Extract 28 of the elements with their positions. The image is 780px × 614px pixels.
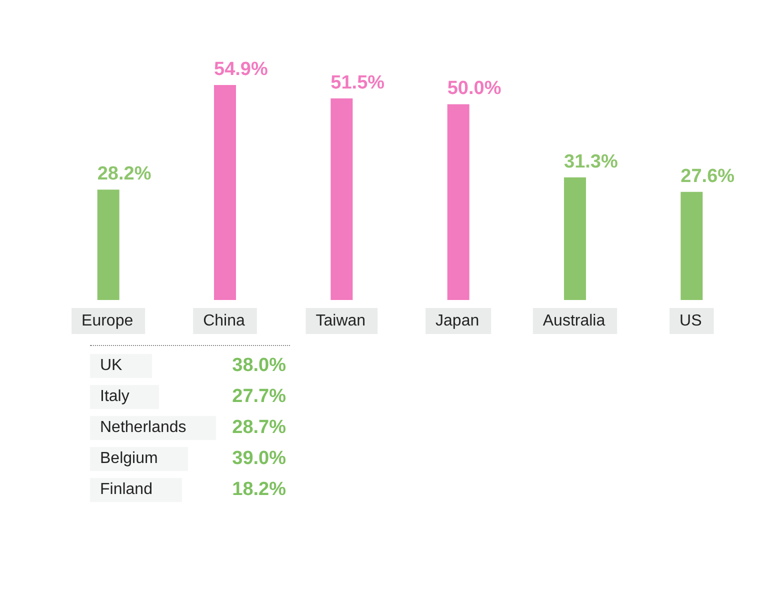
data-label: 28.7% (232, 416, 287, 438)
x-tick-label: Japan (436, 312, 480, 330)
data-label: 51.5% (330, 72, 385, 94)
data-label: 50.0% (447, 78, 502, 100)
data-label: 27.6% (680, 166, 735, 187)
data-label: 39.0% (232, 448, 287, 470)
data-label: 27.7% (232, 386, 287, 408)
category-label: UK (90, 354, 152, 378)
bar (447, 104, 470, 300)
bar (330, 98, 353, 300)
data-label: 38.0% (232, 354, 287, 376)
x-tick-label: Australia (542, 312, 606, 330)
data-label: 28.2% (97, 164, 152, 185)
x-tick-label: US (680, 312, 702, 330)
category-label: Netherlands (90, 416, 216, 440)
category-label: Italy (90, 384, 160, 408)
x-tick-label: Taiwan (316, 312, 366, 330)
x-tick-label: Europe (82, 312, 134, 330)
data-label: 54.9% (214, 59, 268, 80)
bar (680, 192, 703, 300)
x-tick-label: China (203, 312, 245, 330)
category-label: Belgium (90, 446, 188, 470)
data-label: 31.3% (564, 151, 618, 172)
bar (214, 85, 236, 300)
bar (97, 190, 120, 300)
data-label: 18.2% (232, 478, 287, 500)
bar (564, 177, 586, 300)
category-label: Finland (90, 478, 182, 502)
